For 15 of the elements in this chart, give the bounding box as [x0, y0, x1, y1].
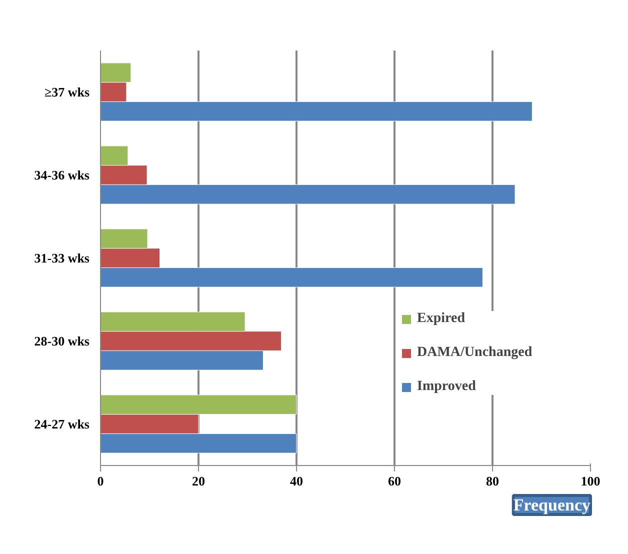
y-tick-label: 28-30 wks	[34, 334, 90, 348]
x-tick-label: 60	[388, 474, 401, 488]
x-tick-label: 100	[580, 474, 600, 488]
x-tick-label: 80	[486, 474, 499, 488]
legend-label: DAMA/Unchanged	[417, 345, 532, 361]
legend-label: Expired	[417, 311, 465, 327]
x-axis-title: Frequency	[513, 496, 591, 514]
y-tick-label: ≥37 wks	[44, 84, 90, 100]
legend-label: Improved	[417, 379, 476, 395]
y-tick-label: 24-27 wks	[34, 416, 90, 432]
y-tick-label: 31-33 wks	[34, 250, 90, 266]
x-tick-label: 0	[97, 474, 104, 488]
y-tick-label: 34-36 wks	[34, 168, 90, 182]
x-tick-label: 20	[192, 474, 205, 488]
x-tick-label: 40	[290, 474, 303, 488]
